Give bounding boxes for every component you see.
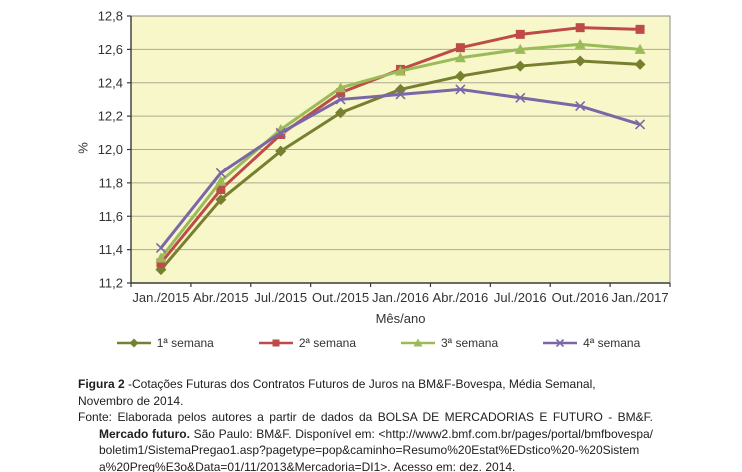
y-tick-label: 12,6 xyxy=(98,42,123,57)
figure-number: Figura 2 xyxy=(78,377,125,391)
x-tick-label: Jul./2015 xyxy=(254,290,307,305)
triangle-marker-icon xyxy=(215,175,227,186)
legend-item-semana-3: 3ª semana xyxy=(400,336,498,350)
triangle-marker-icon xyxy=(335,82,347,93)
x-tick-label: Jan./2016 xyxy=(372,290,429,305)
triangle-marker-icon xyxy=(454,52,466,63)
diamond-marker-icon xyxy=(335,107,347,119)
y-tick-label: 12,4 xyxy=(98,75,123,90)
y-tick-label: 11,4 xyxy=(99,242,123,257)
source-label: Fonte: xyxy=(78,410,113,424)
series-4ª semana xyxy=(155,84,646,254)
y-tick-label: 11,6 xyxy=(99,209,123,224)
diamond-marker-icon xyxy=(215,194,227,206)
source-text-1: Elaborada pelos autores a partir de dado… xyxy=(117,410,653,424)
x-marker-icon xyxy=(515,92,526,103)
triangle-marker-icon xyxy=(413,338,423,347)
square-marker-icon xyxy=(272,339,280,347)
triangle-marker-icon xyxy=(401,338,435,347)
series-1ª semana xyxy=(155,55,646,276)
legend-label: 4ª semana xyxy=(583,336,641,350)
x-tick-label: Out./2016 xyxy=(552,290,609,305)
square-marker-icon xyxy=(258,339,293,347)
legend-label: 1ª semana xyxy=(156,336,214,350)
y-axis-title: % xyxy=(75,142,91,154)
x-marker-icon xyxy=(395,89,406,100)
x-marker-icon xyxy=(335,94,346,105)
triangle-marker-icon xyxy=(574,38,586,49)
triangle-marker-icon xyxy=(514,43,526,54)
x-axis-title: Mês/ano xyxy=(375,311,426,326)
square-marker-icon xyxy=(156,258,166,268)
source-text-2: São Paulo: BM&F. Disponível em: xyxy=(193,426,375,441)
diamond-marker-icon xyxy=(514,60,526,72)
diamond-marker-icon xyxy=(275,145,287,157)
square-marker-icon xyxy=(575,23,585,33)
square-marker-icon xyxy=(216,185,226,195)
diamond-marker-icon xyxy=(454,70,466,82)
source-url: <http://www2.bmf.com.br/pages/portal/bmf… xyxy=(99,426,653,472)
square-marker-icon xyxy=(336,88,346,98)
x-tick-label: Abr./2016 xyxy=(433,290,489,305)
line-chart: 11,2 11,4 11,6 11,8 12,0 12,2 12,4 12,6 12,8 Jan.… xyxy=(98,9,671,305)
y-tick-label: 12,0 xyxy=(98,142,123,157)
diamond-marker-icon xyxy=(129,338,139,348)
square-marker-icon xyxy=(455,43,465,53)
square-marker-icon xyxy=(635,24,645,34)
x-tick-label: Abr./2015 xyxy=(193,290,249,305)
x-marker-icon xyxy=(155,242,167,254)
triangle-marker-icon xyxy=(395,65,406,76)
x-marker-icon xyxy=(275,127,286,138)
diamond-marker-icon xyxy=(574,55,586,67)
x-marker-icon xyxy=(575,101,586,112)
x-marker-icon xyxy=(543,338,578,348)
triangle-marker-icon xyxy=(634,43,646,54)
chart-legend: 1ª semana 2ª semana 3ª semana 4ª semana xyxy=(0,336,742,350)
legend-item-semana-2: 2ª semana xyxy=(258,336,356,350)
legend-label: 3ª semana xyxy=(441,336,499,350)
legend-item-semana-1: 1ª semana xyxy=(116,336,214,350)
diamond-marker-icon xyxy=(634,58,646,70)
y-tick-label: 12,8 xyxy=(98,9,123,24)
square-marker-icon xyxy=(515,29,525,39)
triangle-marker-icon xyxy=(155,252,167,263)
y-tick-label: 11,8 xyxy=(99,175,123,190)
x-marker-icon xyxy=(215,167,226,178)
figure-title-line: Figura 2 -Cotações Futuras dos Contratos… xyxy=(78,376,653,409)
x-tick-label: Jul./2016 xyxy=(494,290,547,305)
x-tick-label: Out./2015 xyxy=(312,290,369,305)
source-bold-text: Mercado futuro. xyxy=(99,426,190,441)
legend-item-semana-4: 4ª semana xyxy=(542,336,640,350)
x-marker-icon xyxy=(455,84,466,95)
x-tick-label: Jan./2017 xyxy=(612,290,669,305)
diamond-marker-icon xyxy=(116,338,151,348)
source-text-3: Acesso em: dez. 2014. xyxy=(393,459,516,472)
figure-source-line: Fonte: Elaborada pelos autores a partir … xyxy=(78,409,653,472)
series-3ª semana xyxy=(155,38,646,263)
x-marker-icon xyxy=(556,338,565,348)
figure-caption: Figura 2 -Cotações Futuras dos Contratos… xyxy=(78,376,653,472)
x-marker-icon xyxy=(634,119,646,130)
y-tick-label: 12,2 xyxy=(98,109,123,124)
x-tick-label: Jan./2015 xyxy=(132,290,189,305)
legend-label: 2ª semana xyxy=(298,336,356,350)
y-tick-label: 11,2 xyxy=(99,276,123,291)
figure-title-text: -Cotações Futuras dos Contratos Futuros … xyxy=(78,377,596,408)
